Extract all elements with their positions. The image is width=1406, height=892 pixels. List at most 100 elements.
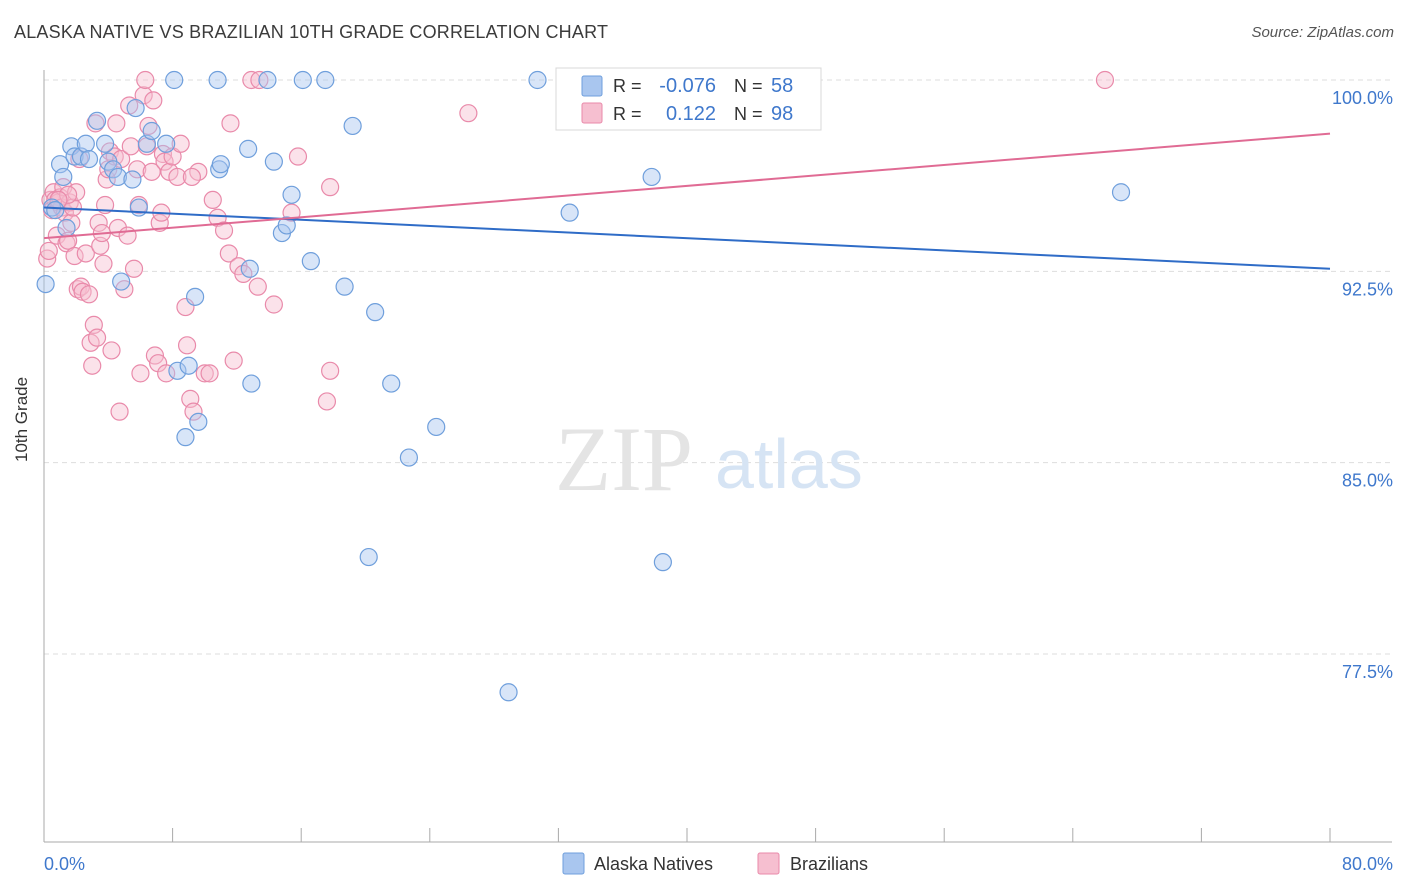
gridlines — [44, 79, 1392, 655]
point-alaska-natives — [165, 70, 184, 90]
point-alaska-natives — [168, 361, 187, 380]
point-alaska-natives — [208, 70, 227, 90]
point-brazilians — [83, 356, 102, 375]
point-brazilians — [264, 295, 283, 314]
y-tick-label: 92.5% — [1342, 279, 1393, 299]
point-alaska-natives — [239, 139, 258, 158]
y-axis-label: 10th Grade — [12, 376, 31, 462]
legend-r-value-2: 0.122 — [666, 103, 716, 125]
point-brazilians — [171, 134, 190, 153]
legend-swatch-alaska-natives — [581, 75, 603, 97]
point-brazilians — [62, 213, 81, 232]
point-alaska-natives — [157, 134, 176, 153]
point-brazilians — [89, 213, 108, 232]
point-alaska-natives — [189, 412, 208, 431]
point-brazilians — [102, 341, 121, 360]
point-brazilians — [195, 364, 214, 383]
point-brazilians — [118, 226, 137, 245]
point-brazilians — [200, 364, 219, 383]
point-alaska-natives — [176, 428, 195, 447]
legend-r-value-1: -0.076 — [659, 75, 716, 97]
point-alaska-natives — [264, 152, 283, 171]
watermark: ZIP atlas — [555, 408, 863, 510]
watermark-atlas: atlas — [715, 425, 863, 503]
point-brazilians — [39, 241, 58, 261]
point-brazilians — [110, 402, 129, 421]
point-brazilians — [321, 361, 340, 380]
point-brazilians — [59, 185, 78, 204]
point-brazilians — [124, 259, 144, 278]
legend-box: R = -0.076 N = 58 R = 0.122 N = 98 — [555, 67, 822, 131]
point-alaska-natives — [36, 274, 55, 294]
point-brazilians — [131, 364, 150, 383]
point-alaska-natives — [112, 272, 131, 291]
legend-n-label-2: N = — [734, 104, 763, 124]
point-alaska-natives — [359, 547, 378, 567]
bottom-legend-swatch-brazilians — [757, 852, 780, 875]
point-brazilians — [224, 351, 243, 370]
chart-title: ALASKA NATIVE VS BRAZILIAN 10TH GRADE CO… — [14, 22, 609, 42]
point-brazilians — [288, 147, 308, 166]
point-alaska-natives — [499, 683, 518, 702]
axes — [43, 70, 1392, 843]
series-alaska-natives-points — [36, 70, 1131, 702]
point-brazilians — [317, 392, 337, 411]
point-alaska-natives — [335, 277, 354, 296]
point-alaska-natives — [108, 167, 128, 187]
point-alaska-natives — [54, 167, 73, 187]
point-brazilians — [221, 114, 240, 133]
point-alaska-natives — [65, 147, 84, 166]
point-alaska-natives — [301, 252, 320, 271]
trend-line-alaska-natives — [43, 206, 1331, 270]
y-axis-label-wrap: 10th Grade — [12, 335, 32, 462]
point-brazilians — [94, 254, 113, 273]
point-alaska-natives — [293, 70, 312, 90]
point-alaska-natives — [126, 98, 145, 118]
point-alaska-natives — [277, 216, 296, 235]
point-brazilians — [144, 91, 163, 110]
point-alaska-natives — [282, 185, 301, 204]
point-alaska-natives — [399, 448, 419, 467]
point-brazilians — [107, 114, 126, 133]
point-alaska-natives — [528, 70, 547, 90]
point-brazilians — [128, 160, 147, 179]
trend-line-brazilians — [43, 132, 1331, 240]
source-label: Source: ZipAtlas.com — [1251, 24, 1394, 41]
bottom-legend: Alaska Natives Brazilians — [562, 852, 868, 875]
legend-swatch-brazilians — [581, 102, 603, 124]
point-brazilians — [459, 104, 478, 123]
point-alaska-natives — [427, 417, 446, 437]
tick-labels: 77.5% 85.0% 92.5% 100.0% 0.0% 80.0% — [44, 88, 1393, 874]
x-tick-label: 80.0% — [1342, 854, 1393, 874]
point-brazilians — [87, 328, 107, 347]
bottom-legend-alaska-natives: Alaska Natives — [594, 854, 713, 874]
point-brazilians — [68, 280, 87, 299]
legend-r-label-2: R = — [613, 104, 642, 124]
legend-n-value-1: 58 — [771, 75, 793, 97]
point-alaska-natives — [123, 170, 142, 189]
point-brazilians — [142, 162, 161, 181]
point-alaska-natives — [1111, 183, 1131, 202]
legend-n-label-1: N = — [734, 76, 763, 96]
point-brazilians — [182, 167, 201, 187]
point-alaska-natives — [95, 134, 115, 153]
point-brazilians — [79, 285, 99, 304]
point-alaska-natives — [129, 198, 148, 217]
point-alaska-natives — [258, 70, 277, 90]
point-brazilians — [177, 336, 197, 355]
point-brazilians — [121, 137, 140, 156]
point-alaska-natives — [240, 259, 259, 278]
point-brazilians — [136, 70, 155, 90]
bottom-legend-brazilians: Brazilians — [790, 854, 868, 874]
point-alaska-natives — [46, 201, 65, 220]
y-tick-label: 85.0% — [1342, 471, 1393, 491]
point-brazilians — [157, 364, 176, 383]
point-brazilians — [38, 249, 57, 268]
point-brazilians — [1095, 70, 1115, 90]
y-tick-label: 77.5% — [1342, 662, 1393, 682]
point-alaska-natives — [186, 287, 205, 306]
trend-lines — [43, 132, 1331, 270]
point-alaska-natives — [87, 111, 107, 130]
point-brazilians — [60, 193, 79, 212]
